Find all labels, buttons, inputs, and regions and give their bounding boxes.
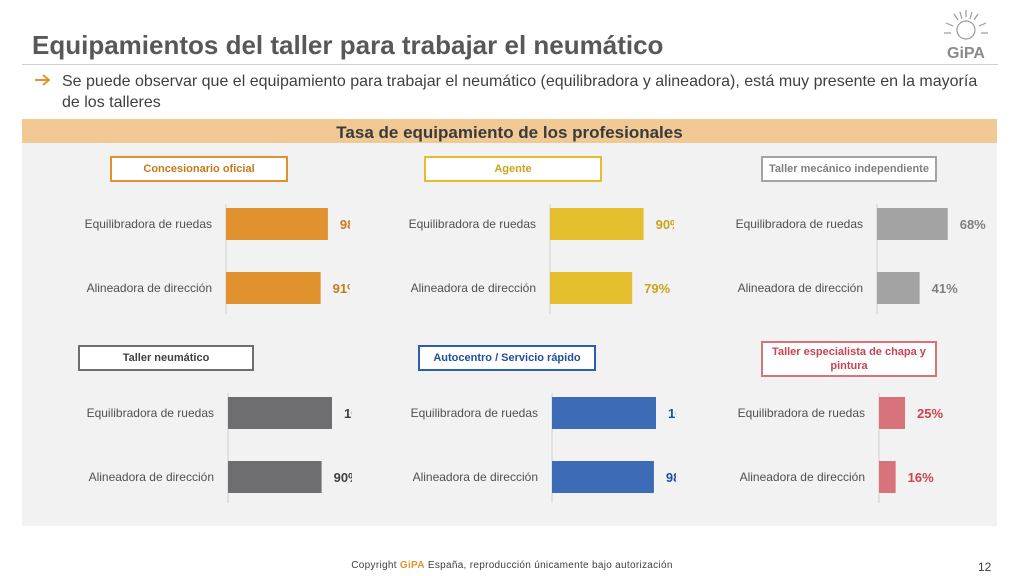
- bar: [550, 272, 633, 304]
- slide-title: Equipamientos del taller para trabajar e…: [32, 30, 664, 60]
- category-label: Equilibradora de ruedas: [409, 217, 536, 231]
- data-label: 16%: [908, 470, 934, 485]
- data-label: 90%: [334, 470, 352, 485]
- data-label: 41%: [932, 281, 958, 296]
- data-label: 90%: [656, 217, 674, 232]
- data-label: 100%: [344, 406, 352, 421]
- group-neumatico: Taller neumático Equilibradora de ruedas…: [52, 345, 352, 520]
- bar: [879, 461, 896, 493]
- group-title: Autocentro / Servicio rápido: [418, 345, 596, 371]
- group-agente: Agente Equilibradora de ruedas 90% Alinead…: [374, 156, 674, 331]
- bar-chart: Equilibradora de ruedas 98% Alineadora de …: [85, 204, 350, 314]
- bar: [552, 461, 654, 493]
- category-label: Equilibradora de ruedas: [411, 406, 538, 420]
- data-label: 98%: [666, 470, 676, 485]
- group-title: Concesionario oficial: [110, 156, 288, 182]
- group-title: Taller mecánico independiente: [761, 156, 937, 182]
- bar: [228, 461, 322, 493]
- bar: [877, 208, 948, 240]
- category-label: Alineadora de dirección: [411, 281, 536, 295]
- copyright-brand: GiPA: [399, 560, 425, 571]
- bar: [226, 272, 321, 304]
- category-label: Equilibradora de ruedas: [738, 406, 865, 420]
- title-divider: [22, 64, 998, 65]
- group-autocentro: Autocentro / Servicio rápido Equilibrado…: [376, 345, 676, 520]
- chart-panel: Tasa de equipamiento de los profesionale…: [22, 119, 997, 526]
- data-label: 25%: [917, 406, 943, 421]
- data-label: 91%: [333, 281, 350, 296]
- copyright-prefix: Copyright: [351, 560, 400, 571]
- bar: [226, 208, 328, 240]
- category-label: Alineadora de dirección: [87, 281, 212, 295]
- copyright: Copyright GiPA España, reproducción únic…: [0, 560, 1024, 571]
- bar-chart: Equilibradora de ruedas 25% Alineadora de …: [738, 393, 943, 503]
- bar: [228, 397, 332, 429]
- group-title: Agente: [424, 156, 602, 182]
- bar: [550, 208, 644, 240]
- group-mecanico: Taller mecánico independiente Equilibrad…: [701, 156, 1001, 331]
- bullet-text: Se puede observar que el equipamiento pa…: [62, 73, 978, 111]
- panel-title: Tasa de equipamiento de los profesionale…: [22, 119, 997, 143]
- category-label: Equilibradora de ruedas: [87, 406, 214, 420]
- gipa-logo: GiPA: [944, 10, 988, 62]
- category-label: Equilibradora de ruedas: [736, 217, 863, 231]
- category-label: Alineadora de dirección: [413, 470, 538, 484]
- bar-chart: Equilibradora de ruedas 68% Alineadora de …: [736, 204, 986, 314]
- group-chapa: Taller especialista de chapa y pintura E…: [703, 341, 1003, 516]
- sun-icon: [944, 10, 988, 40]
- category-label: Alineadora de dirección: [740, 470, 865, 484]
- category-label: Alineadora de dirección: [89, 470, 214, 484]
- bar-chart: Equilibradora de ruedas 90% Alineadora de …: [409, 204, 674, 314]
- group-concesionario: Concesionario oficial Equilibradora de r…: [50, 156, 350, 331]
- page-number: 12: [978, 560, 992, 574]
- bar-chart: Equilibradora de ruedas 100% Alineadora de…: [87, 393, 352, 503]
- data-label: 98%: [340, 217, 350, 232]
- arrow-icon: [35, 74, 51, 86]
- bar-chart: Equilibradora de ruedas 100% Alineadora de…: [411, 393, 676, 503]
- group-title: Taller neumático: [78, 345, 254, 371]
- category-label: Alineadora de dirección: [738, 281, 863, 295]
- bar: [552, 397, 656, 429]
- bar: [877, 272, 920, 304]
- data-label: 100%: [668, 406, 676, 421]
- data-label: 79%: [644, 281, 670, 296]
- data-label: 68%: [960, 217, 986, 232]
- group-title: Taller especialista de chapa y pintura: [761, 341, 937, 377]
- logo-text: GiPA: [947, 45, 985, 62]
- category-label: Equilibradora de ruedas: [85, 217, 212, 231]
- copyright-suffix: España, reproducción únicamente bajo aut…: [424, 560, 673, 571]
- bar: [879, 397, 905, 429]
